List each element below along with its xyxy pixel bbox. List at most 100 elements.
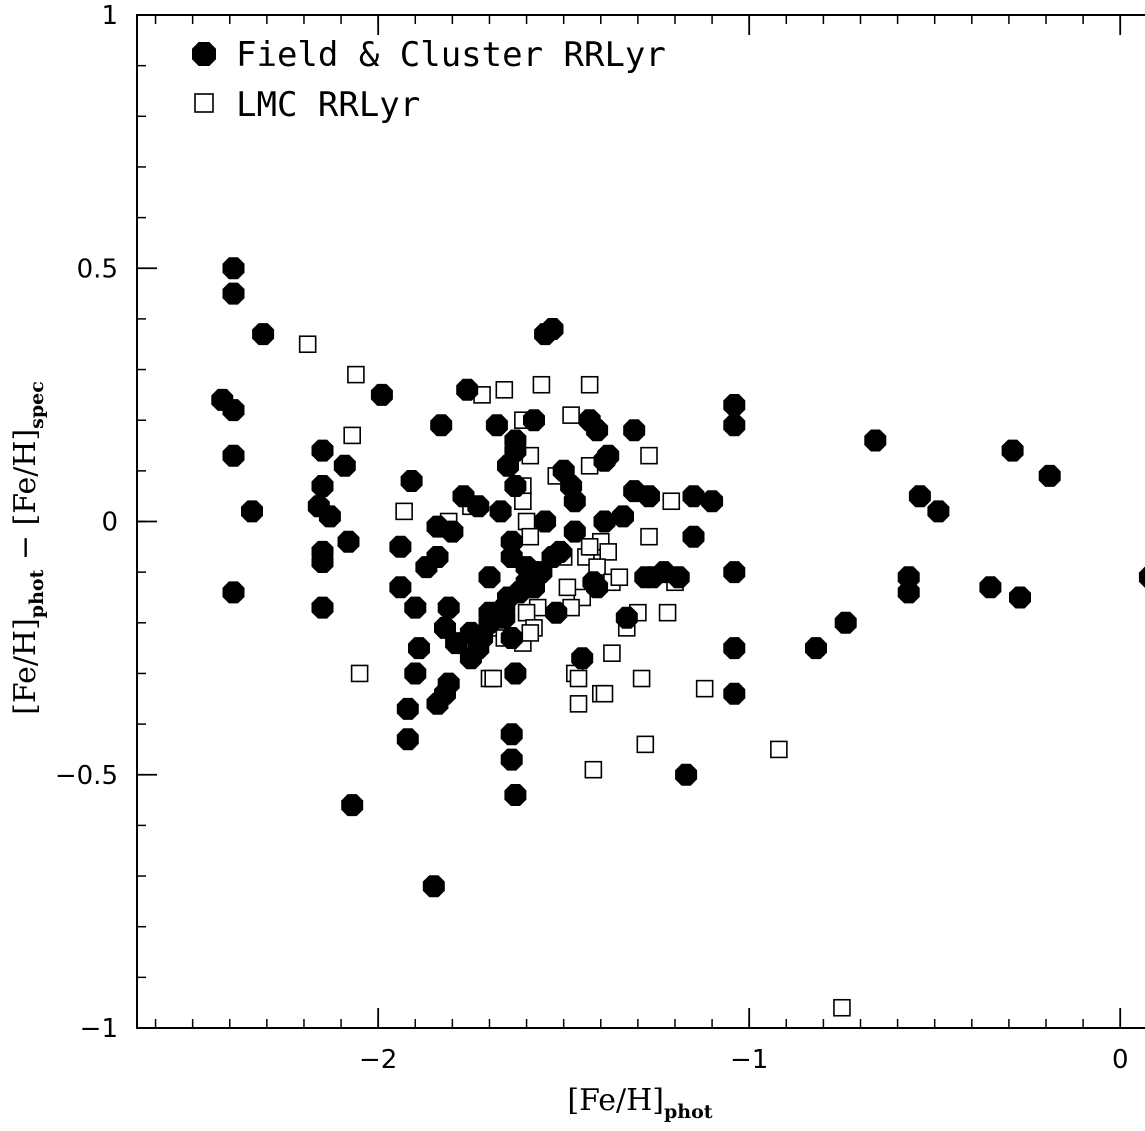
field-cluster-rrlyr-point [441, 520, 464, 543]
legend: Field & Cluster RRLyr LMC RRLyr [192, 35, 666, 125]
lmc-rrlyr-point [517, 603, 536, 622]
lmc-rrlyr-point [580, 375, 599, 394]
lmc-rrlyr-point [347, 365, 365, 384]
field-cluster-rrlyr-point [586, 419, 609, 442]
field-cluster-rrlyr-point [682, 485, 705, 508]
lmc-rrlyr-point [695, 679, 714, 698]
field-cluster-rrlyr-point [489, 500, 512, 523]
field-cluster-rrlyr-point [1001, 439, 1024, 462]
legend-label-field-cluster: Field & Cluster RRLyr [236, 35, 666, 75]
field-cluster-rrlyr-point [222, 581, 245, 604]
lmc-rrlyr-point [517, 512, 536, 531]
lmc-rrlyr-point [636, 735, 655, 754]
x-axis-title: [Fe/H]phot [567, 1083, 712, 1123]
field-cluster-rrlyr-point [370, 383, 393, 406]
field-cluster-rrlyr-point [612, 505, 634, 528]
field-cluster-rrlyr-point [549, 540, 571, 563]
field-cluster-rrlyr-point [493, 606, 516, 629]
field-cluster-rrlyr-point [389, 576, 412, 599]
lmc-rrlyr-point [658, 603, 677, 622]
field-cluster-rrlyr-point [404, 596, 427, 619]
field-cluster-rrlyr-point [311, 475, 334, 497]
field-cluster-rrlyr-point [979, 576, 1002, 599]
field-cluster-rrlyr-point [667, 566, 690, 589]
lmc-rrlyr-point [298, 335, 317, 354]
field-cluster-rrlyr-point [252, 323, 275, 346]
field-cluster-rrlyr-point [563, 520, 586, 543]
field-cluster-rrlyr-point [1138, 566, 1145, 588]
field-cluster-rrlyr-point [638, 485, 660, 508]
field-cluster-rrlyr-point [571, 647, 594, 670]
field-cluster-rrlyr-point [597, 444, 620, 467]
field-cluster-rrlyr-point [318, 505, 341, 528]
lmc-rrlyr-point [484, 669, 502, 688]
field-cluster-rrlyr-point [504, 475, 527, 497]
field-cluster-rrlyr-point [723, 394, 746, 416]
lmc-rrlyr-point [610, 568, 629, 587]
lmc-rrlyr-point [632, 669, 651, 688]
field-cluster-rrlyr-point [523, 561, 545, 584]
plot-frame [136, 14, 1145, 1029]
field-cluster-rrlyr-point [222, 282, 245, 305]
field-cluster-rrlyr-point [834, 611, 857, 634]
lmc-rrlyr-point [584, 760, 603, 779]
field-cluster-rrlyr-point [311, 596, 334, 619]
y-axis-title-sub1: phot [26, 569, 48, 618]
y-axis-title: [Fe/H]phot − [Fe/H]spec [8, 381, 48, 715]
legend-label-lmc: LMC RRLyr [236, 85, 420, 125]
lmc-rrlyr-point [521, 527, 540, 546]
lmc-rrlyr-point [569, 669, 588, 688]
lmc-rrlyr-point [521, 624, 540, 642]
lmc-rrlyr-point [595, 684, 614, 703]
field-cluster-rrlyr-point [723, 414, 746, 437]
lmc-rrlyr-point [833, 998, 851, 1017]
field-cluster-rrlyr-point [623, 419, 646, 442]
field-cluster-rrlyr-point [222, 399, 245, 422]
lmc-rrlyr-point [599, 543, 618, 561]
field-cluster-rrlyr-point [311, 439, 334, 462]
field-cluster-rrlyr-point [241, 500, 263, 523]
y-tick-label: −0.5 [55, 761, 118, 791]
field-cluster-rrlyr-point [582, 571, 605, 594]
y-tick-label: 0.5 [77, 254, 118, 284]
field-cluster-rrlyr-point [864, 429, 887, 452]
field-cluster-rrlyr-point [337, 530, 360, 553]
field-cluster-rrlyr-point [504, 784, 527, 806]
field-cluster-rrlyr-point [504, 439, 527, 462]
field-cluster-rrlyr-point [500, 723, 523, 746]
lmc-rrlyr-point [558, 578, 577, 597]
lmc-rrlyr-point [569, 695, 588, 713]
lmc-rrlyr-point [603, 644, 621, 662]
field-cluster-rrlyr-point [426, 692, 449, 715]
y-axis-title-minus: − [8, 525, 43, 569]
field-cluster-rrlyr-point [1009, 586, 1031, 609]
field-cluster-rrlyr-point [908, 485, 931, 508]
field-cluster-rrlyr-point [471, 627, 494, 649]
field-cluster-rrlyr-point [805, 637, 827, 660]
field-cluster-rrlyr-point [634, 566, 657, 589]
field-cluster-rrlyr-point [400, 470, 423, 492]
field-cluster-rrlyr-point [701, 490, 724, 513]
field-cluster-rrlyr-point [593, 510, 616, 533]
y-axis-title-main2: [Fe/H] [8, 429, 43, 526]
y-tick-label: −1 [80, 1014, 118, 1044]
field-cluster-rrlyr-point [523, 409, 545, 432]
lmc-rrlyr-point [562, 406, 580, 424]
field-cluster-rrlyr-point [437, 596, 460, 619]
field-cluster-rrlyr-point [615, 606, 638, 629]
lmc-rrlyr-point [640, 527, 658, 546]
lmc-rrlyr-point [495, 381, 514, 399]
field-cluster-rrlyr-point [723, 637, 746, 660]
field-cluster-rrlyr-point [396, 697, 419, 720]
field-cluster-rrlyr-point [723, 561, 746, 584]
field-cluster-rrlyr-point [222, 257, 245, 280]
field-cluster-rrlyr-point [456, 378, 479, 401]
legend-marker-lmc [194, 93, 214, 113]
lmc-rrlyr-point [350, 664, 369, 683]
lmc-rrlyr-point [532, 375, 551, 394]
y-tick-label: 1 [101, 1, 118, 31]
lmc-rrlyr-point [343, 426, 361, 445]
field-cluster-rrlyr-point [408, 637, 430, 660]
y-tick-label: 0 [101, 508, 118, 538]
field-cluster-rrlyr-point [396, 728, 419, 751]
